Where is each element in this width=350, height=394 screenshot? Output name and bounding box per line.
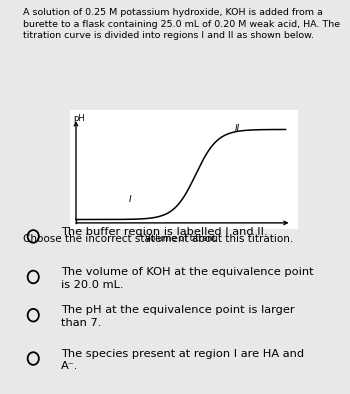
Text: The species present at region I are HA and
A⁻.: The species present at region I are HA a… xyxy=(61,349,304,371)
Text: Volume of titrant: Volume of titrant xyxy=(145,234,216,243)
Text: Choose the incorrect statement about this titration.: Choose the incorrect statement about thi… xyxy=(23,234,293,244)
Text: A solution of 0.25 M potassium hydroxide, KOH is added from a
burette to a flask: A solution of 0.25 M potassium hydroxide… xyxy=(23,8,340,41)
Text: pH: pH xyxy=(73,114,85,123)
Text: I: I xyxy=(128,195,131,204)
Text: II: II xyxy=(235,124,240,133)
Text: The pH at the equivalence point is larger
than 7.: The pH at the equivalence point is large… xyxy=(61,305,295,328)
Text: The volume of KOH at the equivalence point
is 20.0 mL.: The volume of KOH at the equivalence poi… xyxy=(61,267,314,290)
Text: The buffer region is labelled I and II.: The buffer region is labelled I and II. xyxy=(61,227,268,236)
